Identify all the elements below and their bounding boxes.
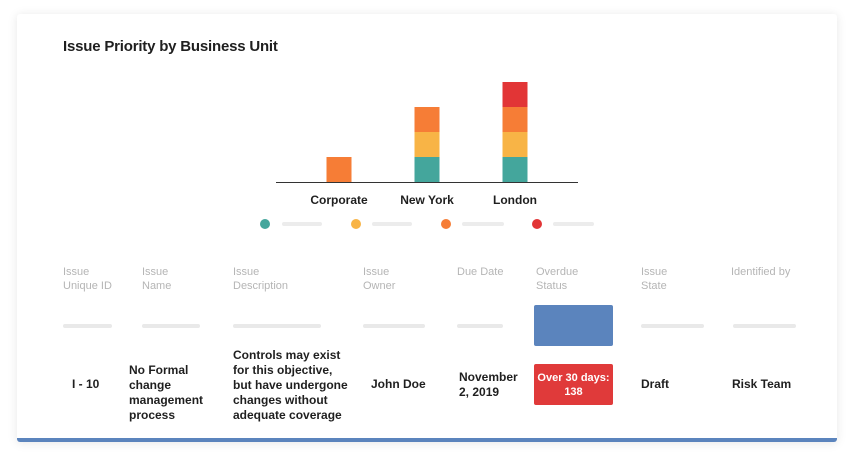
legend-label-placeholder — [372, 222, 412, 226]
legend-label-placeholder — [462, 222, 504, 226]
bar-segment-new-york-0[interactable] — [414, 157, 440, 182]
header-issue-name[interactable]: Issue Name — [142, 266, 172, 292]
cell-issue-description[interactable]: Controls may exist for this objective, b… — [233, 348, 348, 422]
cell-issue-state[interactable]: Draft — [641, 377, 670, 391]
bar-segment-london-2[interactable] — [502, 107, 528, 132]
placeholder-cell — [363, 324, 425, 328]
legend-dot[interactable] — [351, 219, 361, 229]
card-bottom-accent-bar — [17, 438, 837, 442]
placeholder-cell — [733, 324, 796, 328]
cell-issue-id[interactable]: I - 10 — [72, 377, 100, 391]
header-issue-description[interactable]: Issue Description — [233, 266, 289, 292]
header-issue-state[interactable]: Issue State — [641, 266, 668, 292]
header-due-date[interactable]: Due Date — [457, 266, 504, 278]
bar-segment-new-york-1[interactable] — [414, 132, 440, 157]
cell-issue-owner[interactable]: John Doe — [371, 377, 426, 391]
bar-segment-london-1[interactable] — [502, 132, 528, 157]
header-overdue-status[interactable]: Overdue Status — [536, 266, 579, 292]
cell-issue-name[interactable]: No Formal change management process — [129, 363, 204, 422]
legend-label-placeholder — [553, 222, 594, 226]
legend-dot[interactable] — [532, 219, 542, 229]
header-identified-by[interactable]: Identified by — [731, 266, 791, 278]
bar-segment-london-0[interactable] — [502, 157, 528, 182]
x-tick-label: Corporate — [310, 193, 368, 207]
cell-due-date[interactable]: November 2, 2019 — [459, 370, 518, 399]
legend-label-placeholder — [282, 222, 322, 226]
placeholder-cell — [142, 324, 200, 328]
header-issue-owner[interactable]: Issue Owner — [363, 266, 396, 292]
placeholder-cell — [63, 324, 112, 328]
chart-title: Issue Priority by Business Unit — [63, 38, 278, 55]
placeholder-cell — [641, 324, 704, 328]
bar-segment-corporate-2[interactable] — [326, 157, 352, 182]
overdue-status-placeholder — [534, 305, 613, 346]
bar-segment-london-3[interactable] — [502, 82, 528, 107]
bar-segment-new-york-2[interactable] — [414, 107, 440, 132]
legend-dot[interactable] — [260, 219, 270, 229]
legend-dot[interactable] — [441, 219, 451, 229]
x-tick-label: New York — [400, 193, 454, 207]
header-issue-unique-id[interactable]: Issue Unique ID — [63, 266, 112, 292]
stacked-bar-chart: Corporate New York London — [260, 82, 578, 229]
issue-priority-card: Issue Priority by Business Unit Corporat… — [17, 14, 837, 442]
overdue-status-badge[interactable]: Over 30 days: 138 — [534, 364, 613, 405]
placeholder-cell — [457, 324, 503, 328]
placeholder-cell — [233, 324, 321, 328]
x-tick-label: London — [493, 193, 537, 207]
cell-identified-by[interactable]: Risk Team — [732, 377, 792, 391]
